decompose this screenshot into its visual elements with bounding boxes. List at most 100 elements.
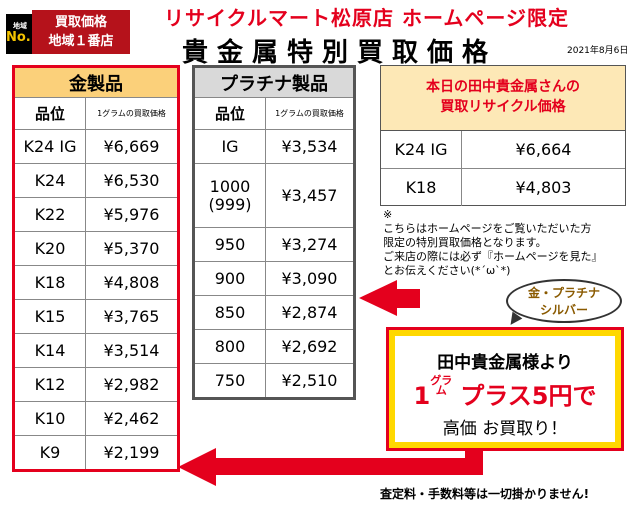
table-row: 900 ¥3,090 [193, 261, 355, 296]
promo-unit-bottom: ム [435, 384, 447, 397]
price-cell: ¥2,199 [85, 435, 179, 471]
date-label: 2021年8月6日 [567, 46, 629, 56]
arrow-left-icon [178, 448, 216, 486]
metal-type-bubble: 金・プラチナ シルバー [506, 279, 622, 323]
price-cell: ¥3,765 [85, 299, 179, 334]
grade-cell: K18 [381, 169, 462, 206]
gold-table-title: 金製品 [13, 66, 179, 98]
today-header-line2: 買取リサイクル価格 [440, 99, 566, 115]
price-cell: ¥3,514 [85, 333, 179, 368]
grade-cell: 900 [193, 261, 266, 296]
no-fee-note: 査定料・手数料等は一切掛かりません! [380, 487, 590, 501]
table-row: 950 ¥3,274 [193, 227, 355, 262]
table-row: K9 ¥2,199 [13, 435, 179, 471]
note-line4: とお伝えください(*ˊωˋ*) [383, 264, 511, 277]
today-header-line1: 本日の田中貴金属さんの [426, 79, 580, 95]
grade-cell: 850 [193, 295, 266, 330]
platinum-col-grade: 品位 [193, 97, 266, 130]
platinum-col-price: 1グラムの買取価格 [265, 97, 355, 130]
table-row: K24 ¥6,530 [13, 163, 179, 198]
promo-unit-top: グラ [430, 374, 453, 387]
table-row: K18 ¥4,803 [381, 169, 625, 206]
arrow-to-platinum-shaft [394, 289, 420, 308]
table-row: 1000 (999) ¥3,457 [193, 163, 355, 228]
shop-title: リサイクルマート松原店 ホームページ限定 [164, 6, 569, 30]
grade-cell: K14 [13, 333, 86, 368]
price-cell: ¥3,457 [265, 163, 355, 228]
price-cell: ¥3,090 [265, 261, 355, 296]
note-line1: こちらはホームページをご覧いただいた方 [383, 222, 592, 235]
no1-mark: 地域 No.1 [6, 14, 40, 54]
price-cell: ¥6,669 [85, 129, 179, 164]
table-row: K20 ¥5,370 [13, 231, 179, 266]
note-line3: ご来店の際には必ず『ホームページを見た』 [383, 250, 603, 263]
price-cell: ¥6,664 [515, 140, 572, 159]
page-title: 貴金属特別買取価格 [182, 38, 498, 68]
arrow-left-icon [359, 280, 397, 316]
ranking-badge: 地域 No.1 買取価格 地域１番店 [6, 8, 130, 56]
gold-price-table: 金製品 品位 1グラムの買取価格 K24 IG ¥6,669 K24 ¥6,530 … [12, 65, 180, 472]
badge-text-box: 買取価格 地域１番店 [32, 10, 130, 54]
price-cell: ¥4,808 [85, 265, 179, 300]
promo-line3: 高価 お買取り！ [442, 419, 568, 439]
price-cell: ¥3,274 [265, 227, 355, 262]
grade-cell: 750 [193, 363, 266, 399]
platinum-price-table: プラチナ製品 品位 1グラムの買取価格 IG ¥3,534 1000 (999) ¥… [192, 65, 356, 400]
grade-cell: 950 [193, 227, 266, 262]
gold-col-grade: 品位 [13, 97, 86, 130]
platinum-table-title: プラチナ製品 [193, 66, 355, 98]
grade-cell: 800 [193, 329, 266, 364]
price-cell: ¥2,510 [265, 363, 355, 399]
promo-line2: 1グラムプラス5円で [395, 374, 615, 411]
promo-line1: 田中貴金属様より [437, 353, 573, 373]
table-row: K22 ¥5,976 [13, 197, 179, 232]
grade-cell: K9 [13, 435, 86, 471]
grade-cell: K24 IG [13, 129, 86, 164]
price-cell: ¥3,534 [265, 129, 355, 164]
badge-line1: 買取価格 [54, 15, 107, 30]
promo-plus: プラス5円で [460, 382, 597, 410]
gold-col-price: 1グラムの買取価格 [85, 97, 179, 130]
grade-cell: K24 [13, 163, 86, 198]
grade-cell: K24 IG [381, 131, 462, 168]
table-row: K15 ¥3,765 [13, 299, 179, 334]
note-line2: 限定の特別買取価格となります。 [383, 236, 547, 249]
table-row: K12 ¥2,982 [13, 367, 179, 402]
bubble-line1: 金・プラチナ [527, 286, 600, 300]
arrow-to-gold-shaft [210, 458, 483, 475]
grade-cell: K22 [13, 197, 86, 232]
price-cell: ¥2,874 [265, 295, 355, 330]
price-cell: ¥4,803 [515, 178, 572, 197]
price-cell: ¥2,462 [85, 401, 179, 436]
table-row: IG ¥3,534 [193, 129, 355, 164]
plus-5-yen-promo: 田中貴金属様より 1グラムプラス5円で 高価 お買取り！ [386, 327, 624, 451]
bubble-line2: シルバー [539, 303, 588, 317]
tanaka-today-price-box: 本日の田中貴金属さんの 買取リサイクル価格 K24 IG ¥6,664 K18 … [380, 65, 626, 206]
special-price-note: ※ こちらはホームページをご覧いただいた方 限定の特別買取価格となります。 ご来… [383, 208, 602, 278]
no1-small-label: 地域 [13, 22, 27, 30]
no1-label: No.1 [6, 30, 40, 45]
grade-cell: K18 [13, 265, 86, 300]
table-row: K24 IG ¥6,664 [381, 131, 625, 169]
promo-unit: グラム [430, 374, 453, 397]
promo-number: 1 [413, 382, 431, 410]
table-row: 800 ¥2,692 [193, 329, 355, 364]
table-row: K10 ¥2,462 [13, 401, 179, 436]
price-cell: ¥5,370 [85, 231, 179, 266]
grade-cell: K12 [13, 367, 86, 402]
today-box-header: 本日の田中貴金属さんの 買取リサイクル価格 [381, 66, 625, 131]
table-row: K24 IG ¥6,669 [13, 129, 179, 164]
grade-cell: IG [193, 129, 266, 164]
table-row: 750 ¥2,510 [193, 363, 355, 399]
table-row: 850 ¥2,874 [193, 295, 355, 330]
price-cell: ¥2,982 [85, 367, 179, 402]
grade-cell: 1000 (999) [193, 163, 266, 228]
badge-line2: 地域１番店 [48, 34, 114, 49]
grade-cell: K15 [13, 299, 86, 334]
grade-cell: K10 [13, 401, 86, 436]
promo-inner: 田中貴金属様より 1グラムプラス5円で 高価 お買取り！ [395, 336, 615, 442]
table-row: K14 ¥3,514 [13, 333, 179, 368]
price-cell: ¥5,976 [85, 197, 179, 232]
price-cell: ¥6,530 [85, 163, 179, 198]
grade-cell: K20 [13, 231, 86, 266]
